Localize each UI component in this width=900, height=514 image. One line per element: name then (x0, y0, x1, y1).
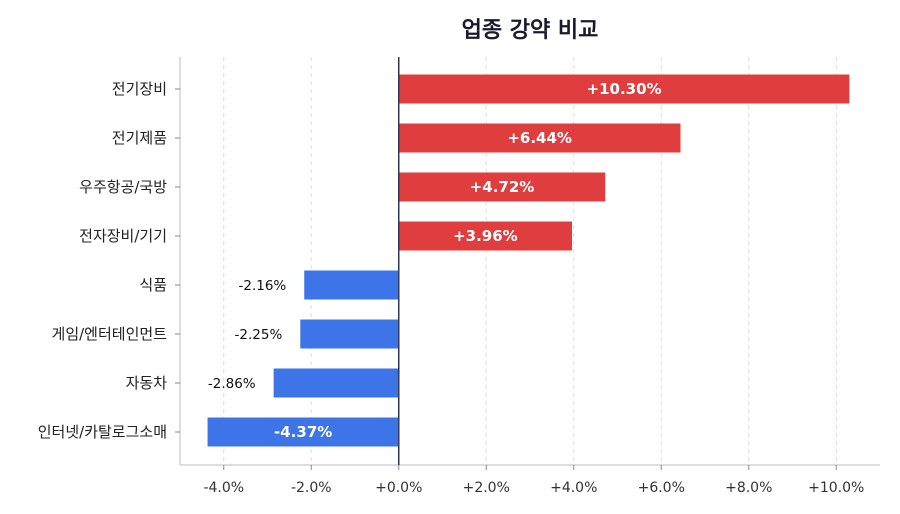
bar-layer (207, 74, 850, 447)
category-label: 식품 (139, 276, 167, 294)
data-label: -4.37% (274, 423, 332, 441)
x-tick-label: +2.0% (463, 480, 510, 496)
bar (398, 172, 606, 202)
data-label: +4.72% (470, 178, 535, 196)
grid-layer (223, 57, 837, 465)
bar (398, 221, 572, 251)
x-tick-label: +6.0% (638, 480, 685, 496)
bar (273, 368, 399, 398)
category-label: 게임/엔터테인먼트 (52, 325, 168, 343)
category-label: 인터넷/카탈로그소매 (38, 423, 167, 441)
x-tick-label: +8.0% (725, 480, 772, 496)
x-tick-label: -4.0% (203, 480, 244, 496)
data-label: +3.96% (453, 227, 518, 245)
data-label: -2.25% (235, 327, 283, 343)
x-tick-label: -2.0% (291, 480, 332, 496)
category-label: 우주항공/국방 (79, 178, 167, 196)
bar (304, 270, 399, 300)
bar (207, 417, 399, 447)
bar (398, 123, 681, 153)
label-layer: 전기장비 +10.30% 전기제품 +6.44% 우주항공/국방 +4.72% 전자장비/기… (38, 80, 662, 441)
bar (398, 74, 850, 104)
category-label: 전자장비/기기 (79, 227, 167, 245)
x-tick-label: +10.0% (808, 480, 864, 496)
data-label: -2.16% (238, 278, 286, 294)
category-label: 자동차 (126, 374, 168, 392)
category-label: 전기제품 (112, 129, 167, 147)
x-tick-label: +4.0% (550, 480, 597, 496)
chart-title: 업종 강약 비교 (462, 18, 599, 43)
axis-layer: -4.0% -2.0% +0.0% +2.0% +4.0% +6.0% +8.0% +10.0… (175, 57, 880, 496)
x-tick-label: +0.0% (375, 480, 422, 496)
data-label: -2.86% (208, 376, 256, 392)
data-label: +10.30% (587, 80, 662, 98)
bar (300, 319, 399, 349)
data-label: +6.44% (507, 129, 572, 147)
category-label: 전기장비 (112, 80, 167, 98)
